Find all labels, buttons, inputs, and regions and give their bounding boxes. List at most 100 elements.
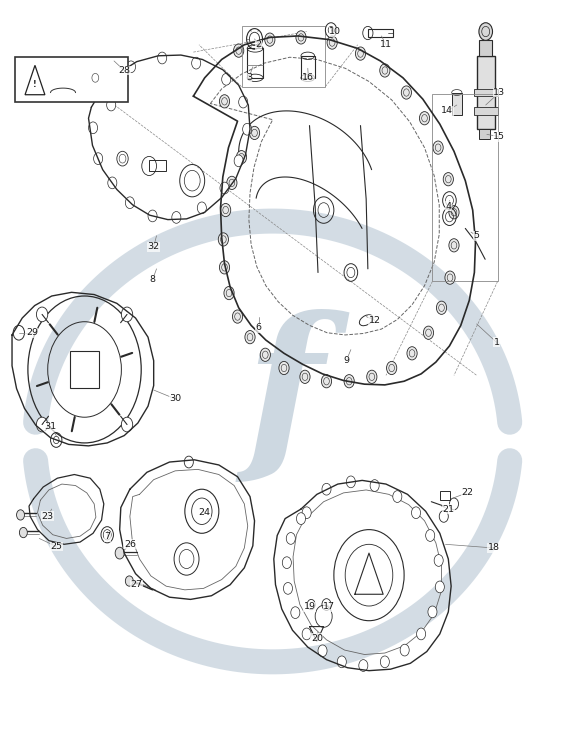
Circle shape: [423, 326, 433, 339]
Text: 24: 24: [199, 509, 211, 517]
Circle shape: [115, 548, 124, 559]
Text: 31: 31: [44, 422, 57, 431]
Circle shape: [346, 476, 356, 488]
Circle shape: [425, 530, 435, 542]
Circle shape: [400, 644, 409, 656]
Circle shape: [239, 96, 248, 108]
Circle shape: [479, 23, 492, 40]
Circle shape: [197, 202, 206, 213]
Text: 14: 14: [441, 107, 453, 116]
Circle shape: [302, 628, 311, 640]
Circle shape: [407, 347, 417, 360]
Circle shape: [428, 606, 437, 618]
Circle shape: [282, 557, 291, 568]
Circle shape: [337, 656, 346, 668]
Bar: [368, 29, 394, 38]
Bar: [479, 40, 492, 56]
Bar: [479, 130, 490, 139]
Bar: [301, 56, 315, 78]
Circle shape: [302, 507, 311, 519]
Text: 2: 2: [256, 40, 261, 49]
Circle shape: [172, 211, 181, 223]
Bar: [474, 89, 498, 96]
Text: 20: 20: [311, 634, 323, 643]
Circle shape: [449, 238, 459, 252]
Circle shape: [435, 581, 444, 592]
Circle shape: [249, 127, 260, 140]
Circle shape: [232, 310, 243, 323]
Circle shape: [419, 112, 429, 125]
Text: 23: 23: [41, 512, 54, 521]
Text: 9: 9: [343, 356, 349, 365]
Circle shape: [260, 348, 270, 361]
Text: 17: 17: [323, 602, 335, 612]
Circle shape: [227, 176, 237, 189]
Circle shape: [296, 31, 306, 44]
Circle shape: [36, 307, 48, 322]
Text: 6: 6: [256, 323, 261, 332]
Circle shape: [436, 301, 446, 314]
Bar: [149, 160, 166, 171]
Circle shape: [318, 645, 327, 657]
Circle shape: [321, 375, 332, 388]
Text: 11: 11: [380, 40, 392, 49]
Circle shape: [126, 576, 133, 586]
Circle shape: [265, 33, 275, 46]
Circle shape: [381, 656, 390, 668]
Circle shape: [220, 182, 229, 194]
Circle shape: [291, 606, 300, 618]
Circle shape: [127, 61, 136, 73]
Text: 32: 32: [148, 242, 160, 251]
Text: 29: 29: [26, 328, 38, 337]
Text: 30: 30: [169, 394, 181, 403]
Circle shape: [158, 52, 167, 64]
Circle shape: [283, 582, 293, 594]
Circle shape: [233, 44, 244, 57]
Bar: [440, 492, 450, 500]
Circle shape: [434, 555, 443, 566]
Circle shape: [344, 375, 354, 388]
Text: !: !: [33, 79, 37, 89]
Text: 4: 4: [445, 202, 452, 211]
Text: 22: 22: [461, 489, 473, 498]
Bar: [474, 107, 498, 115]
Circle shape: [370, 480, 379, 492]
Circle shape: [89, 122, 98, 134]
Circle shape: [218, 233, 228, 246]
Text: 3: 3: [246, 74, 252, 82]
Text: 26: 26: [124, 539, 136, 549]
Bar: [70, 351, 99, 388]
Circle shape: [108, 177, 117, 188]
Circle shape: [393, 491, 402, 503]
Text: 16: 16: [302, 74, 314, 82]
Circle shape: [191, 57, 201, 69]
Circle shape: [219, 261, 229, 274]
Circle shape: [300, 370, 310, 383]
Circle shape: [222, 74, 231, 85]
Circle shape: [443, 173, 453, 185]
Bar: [247, 49, 263, 78]
Circle shape: [219, 95, 229, 108]
Circle shape: [126, 197, 135, 208]
Text: 25: 25: [50, 542, 62, 551]
Bar: [15, 57, 128, 102]
Text: 21: 21: [442, 505, 454, 514]
Text: 5: 5: [474, 231, 479, 240]
Circle shape: [16, 510, 24, 520]
Bar: [452, 93, 462, 115]
Circle shape: [234, 155, 243, 167]
Text: f: f: [245, 309, 323, 486]
Circle shape: [122, 417, 133, 432]
Circle shape: [122, 307, 133, 322]
Circle shape: [94, 153, 103, 165]
Text: 7: 7: [104, 532, 110, 542]
Text: 28: 28: [118, 66, 130, 75]
Circle shape: [220, 203, 231, 216]
Circle shape: [19, 528, 27, 538]
Circle shape: [322, 484, 331, 495]
Text: 18: 18: [488, 543, 500, 553]
Circle shape: [296, 513, 306, 525]
Circle shape: [245, 330, 255, 344]
Circle shape: [107, 99, 116, 111]
Circle shape: [224, 286, 234, 300]
